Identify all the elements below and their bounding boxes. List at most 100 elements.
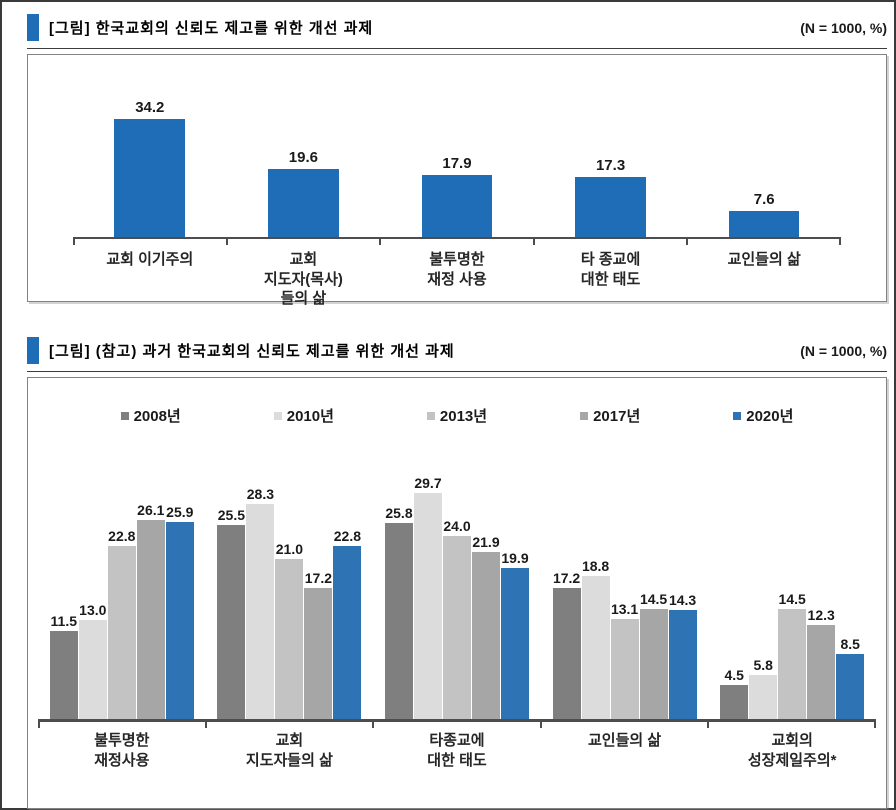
bar <box>165 522 194 719</box>
chart2-bar-column: 19.9 <box>500 550 529 719</box>
bar <box>575 177 646 237</box>
bar <box>807 625 836 719</box>
bar-value-label: 26.1 <box>137 502 165 518</box>
bar <box>107 546 136 719</box>
section-current-chart: [그림] 한국교회의 신뢰도 제고를 위한 개선 과제 (N = 1000, %… <box>27 8 887 307</box>
section2-sample-size: (N = 1000, %) <box>800 342 887 359</box>
bar-value-label: 22.8 <box>108 528 136 544</box>
bar <box>421 175 493 237</box>
category-label: 타종교에 대한 태도 <box>427 732 487 769</box>
bar-value-label: 29.7 <box>414 475 442 491</box>
bar-value-label: 19.6 <box>288 149 318 166</box>
bar <box>581 576 610 719</box>
axis-tick-cell <box>73 239 229 245</box>
bar <box>304 588 333 719</box>
chart2-bar-column: 24.0 <box>442 518 471 719</box>
bar-value-label: 22.8 <box>333 528 362 544</box>
bar-value-label: 14.5 <box>778 591 806 607</box>
bar <box>384 523 413 719</box>
bar-value-label: 5.8 <box>753 657 773 673</box>
axis-tick-cell <box>207 722 375 728</box>
chart2-categories: 불투명한 재정사용 교회 지도자들의 삶 타종교에 대한 태도 교인들의 삶 교회의 성… <box>38 731 876 770</box>
chart1-box: 34.2 19.6 17.9 17.3 7.6 교회 이기주의 교회 지도자(목사) 들의… <box>27 54 887 307</box>
chart1-plot: 34.2 19.6 17.9 17.3 7.6 <box>73 79 841 239</box>
chart2-bar-column: 22.8 <box>333 528 362 719</box>
bar <box>728 211 800 237</box>
chart2-bar-column: 29.7 <box>413 475 442 719</box>
chart2-bar-group: 25.5 28.3 21.0 17.2 22.8 <box>206 432 374 719</box>
legend-label: 2013년 <box>439 408 488 425</box>
chart2-bar-column: 13.1 <box>610 601 639 719</box>
legend-item: 2020년 <box>733 405 793 426</box>
legend-item: 2017년 <box>580 405 640 426</box>
bar <box>639 609 668 719</box>
bar-value-label: 11.5 <box>50 613 78 629</box>
chart2-bar-column: 18.8 <box>581 558 610 719</box>
bar <box>442 536 471 719</box>
bar-value-label: 25.5 <box>217 507 246 523</box>
chart1-categories: 교회 이기주의 교회 지도자(목사) 들의 삶 불투명한 재정 사용 타 종교에 대한… <box>73 250 841 309</box>
category-label: 교인들의 삶 <box>727 251 801 268</box>
chart2-bar-column: 21.9 <box>471 534 500 719</box>
chart1-bar-column: 17.3 <box>534 79 688 237</box>
section1-sample-size: (N = 1000, %) <box>800 19 887 36</box>
bar <box>136 520 165 719</box>
chart2-bar-column: 14.5 <box>778 591 807 719</box>
axis-tick-cell <box>38 722 208 728</box>
axis-tick-cell <box>381 239 535 245</box>
category-label: 타 종교에 대한 태도 <box>580 251 641 288</box>
chart2-bar-column: 4.5 <box>720 667 749 719</box>
legend-swatch <box>120 411 129 420</box>
category-label: 교회의 성장제일주의* <box>747 732 837 769</box>
bar-value-label: 4.5 <box>724 667 744 683</box>
bar-value-label: 25.8 <box>385 505 413 521</box>
chart2-bar-group: 11.5 13.0 22.8 26.1 25.9 <box>38 432 206 719</box>
legend-item: 2010년 <box>273 405 334 426</box>
chart2-bar-column: 12.3 <box>807 607 836 719</box>
chart2-plot: 11.5 13.0 22.8 26.1 25.9 25.5 28.3 21.0 17.2 22.8… <box>38 432 876 722</box>
bar-value-label: 13.1 <box>610 601 639 617</box>
bar <box>749 675 778 719</box>
chart1-ticks <box>73 239 842 245</box>
bar-value-label: 13.0 <box>79 602 107 618</box>
chart2-bar-column: 11.5 <box>49 613 78 719</box>
bar-value-label: 8.5 <box>840 636 860 652</box>
legend-label: 2010년 <box>286 408 334 425</box>
category-label: 교인들의 삶 <box>587 732 662 749</box>
bar-value-label: 18.8 <box>581 558 610 574</box>
legend-swatch <box>733 411 742 420</box>
bar-value-label: 34.2 <box>135 99 165 116</box>
bar <box>500 568 529 719</box>
title-marker-bar <box>27 14 39 41</box>
bar-value-label: 17.3 <box>595 157 626 174</box>
axis-tick-cell <box>688 239 842 245</box>
chart2-bar-column: 5.8 <box>749 657 778 719</box>
bar-value-label: 17.2 <box>552 570 581 586</box>
bar <box>217 525 246 719</box>
chart2-bar-column: 14.3 <box>668 592 697 719</box>
chart1-bar-column: 34.2 <box>73 79 227 237</box>
legend-swatch <box>273 411 282 420</box>
bar-value-label: 17.2 <box>304 570 333 586</box>
bar-value-label: 14.5 <box>639 591 668 607</box>
chart2-bar-column: 17.2 <box>552 570 581 719</box>
bar-value-label: 12.3 <box>807 607 835 623</box>
bar-value-label: 21.0 <box>275 541 304 557</box>
legend-label: 2008년 <box>133 408 181 425</box>
category-label: 교회 지도자들의 삶 <box>245 732 333 769</box>
bar-value-label: 24.0 <box>443 518 471 534</box>
chart2-ticks <box>38 722 877 728</box>
title-marker-bar <box>27 337 39 364</box>
chart2-legend: 2008년 2010년 2013년 2017년 2020년 <box>38 378 876 426</box>
bar <box>668 610 697 719</box>
chart1-bar-column: 7.6 <box>687 79 841 237</box>
chart2-bar-column: 14.5 <box>639 591 668 719</box>
axis-tick-cell <box>374 722 542 728</box>
bar <box>610 619 639 719</box>
category-label: 교회 지도자(목사) 들의 삶 <box>263 251 343 307</box>
bar-value-label: 7.6 <box>753 191 775 208</box>
axis-tick-cell <box>542 722 709 728</box>
category-label: 불투명한 재정 사용 <box>427 251 487 288</box>
bar-value-label: 21.9 <box>472 534 500 550</box>
section-past-chart: [그림] (참고) 과거 한국교회의 신뢰도 제고를 위한 개선 과제 (N =… <box>27 331 887 809</box>
